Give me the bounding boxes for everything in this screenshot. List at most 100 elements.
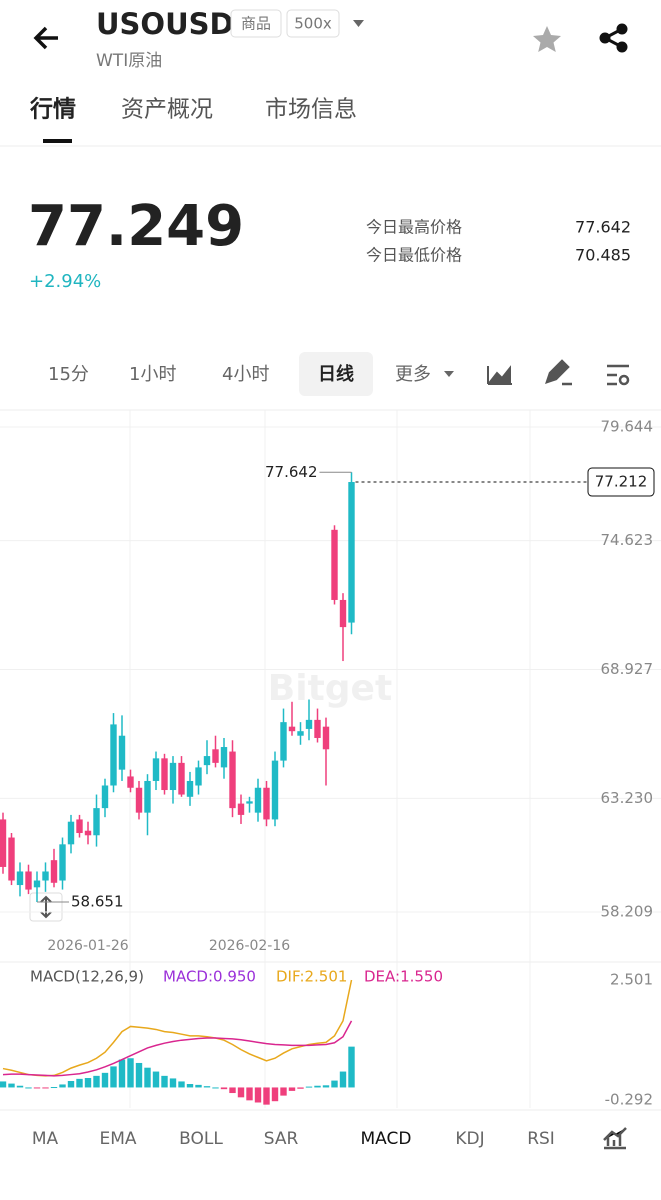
macd-line (2, 979, 353, 1077)
y-tick-label: -0.292 (605, 1091, 653, 1109)
candle-body (152, 758, 160, 781)
watermark: Bitget (268, 668, 392, 709)
candle-body (203, 756, 211, 766)
macd-bar (0, 1081, 7, 1088)
macd-bar (84, 1078, 92, 1088)
indicator-tab[interactable]: SAR (264, 1129, 299, 1149)
tab-indicator (43, 139, 72, 143)
macd-bar (348, 1046, 355, 1088)
indicator-tab[interactable]: BOLL (179, 1129, 223, 1149)
dropdown[interactable] (353, 20, 364, 27)
candle-body (331, 529, 338, 600)
candle-body (59, 844, 66, 881)
candle-body (237, 803, 245, 815)
x-tick-label: 2026-01-26 (47, 938, 128, 954)
back-button[interactable] (33, 26, 58, 50)
candle-body (305, 719, 313, 729)
macd-bar (220, 1087, 228, 1090)
candle-body (76, 819, 83, 834)
candle-body (161, 758, 168, 791)
candle-body (254, 787, 262, 813)
macd-bar (195, 1084, 202, 1088)
last-price-tag: 77.212 (595, 473, 648, 491)
y-tick-label: 74.623 (601, 531, 654, 549)
macd-bar (186, 1084, 194, 1088)
tab[interactable]: 行情 (29, 96, 76, 123)
candle-body (288, 726, 296, 732)
macd-bar (42, 1087, 49, 1089)
candle-body (271, 760, 279, 820)
macd-bar (50, 1087, 58, 1089)
symbol: USOUSD (96, 7, 234, 41)
macd-bar (110, 1066, 117, 1088)
vertical-grid (129, 410, 531, 1108)
stat-value: 77.642 (575, 218, 631, 237)
dropdown (444, 371, 454, 377)
candle-body (93, 808, 100, 836)
macd-bar (305, 1086, 313, 1088)
macd-bar (237, 1087, 245, 1098)
macd-bar (331, 1080, 338, 1088)
candle-body (263, 787, 270, 820)
y-tick-label: 63.230 (601, 789, 654, 807)
macd-bar (169, 1078, 177, 1088)
tag: 500x (294, 15, 332, 33)
candle-body (212, 749, 219, 763)
favorite[interactable] (533, 26, 561, 52)
timeframe[interactable]: 日线 (318, 363, 354, 385)
indicator-tab[interactable]: MACD (361, 1129, 412, 1149)
timeframe[interactable]: 15分 (48, 364, 89, 385)
candle-body (16, 871, 24, 886)
macd-bar (280, 1087, 287, 1096)
macd-bar (67, 1081, 75, 1088)
macd-bar (271, 1087, 279, 1102)
tab[interactable]: 市场信息 (265, 97, 357, 123)
macd-bar (25, 1087, 32, 1089)
candle-body (25, 871, 32, 890)
candle-body (339, 599, 347, 628)
indicator-title: MACD(12,26,9) (30, 968, 144, 986)
candle-body (178, 762, 185, 795)
chart-type-icon[interactable] (487, 365, 512, 385)
tab[interactable]: 资产概况 (121, 97, 213, 123)
y-tick-label: 79.644 (601, 418, 654, 436)
y-tick-label: 58.209 (601, 903, 654, 921)
indicator-tab[interactable]: EMA (99, 1129, 136, 1149)
stat-label: 今日最高价格 (366, 218, 462, 237)
candle-body (84, 830, 92, 836)
timeframe[interactable]: 1小时 (129, 364, 176, 385)
macd-line (2, 1020, 353, 1077)
candle-body (246, 801, 253, 804)
macd-bar (339, 1071, 347, 1088)
indicator-tab[interactable]: KDJ (455, 1129, 484, 1149)
settings-icon[interactable] (607, 364, 630, 386)
y-tick-label: 68.927 (601, 660, 654, 678)
stat-label: 今日最低价格 (366, 246, 462, 265)
macd-bar (297, 1087, 304, 1089)
draw-icon[interactable] (545, 359, 572, 386)
macd-bar (161, 1075, 168, 1088)
last-price: 77.249 (28, 194, 244, 259)
candle-body (42, 871, 49, 881)
indicator-tab[interactable]: RSI (527, 1129, 555, 1149)
macd-bar (127, 1058, 134, 1088)
macd-bar (76, 1078, 83, 1088)
candle-body (229, 751, 236, 809)
candle-body (110, 724, 117, 786)
timeframe[interactable]: 4小时 (222, 364, 269, 385)
macd-bar (118, 1059, 126, 1088)
price-change: +2.94% (29, 271, 101, 292)
candle-body (127, 776, 134, 788)
candle-body (195, 767, 202, 786)
macd-bar (203, 1086, 211, 1088)
legend-entry: DIF:2.501 (276, 968, 347, 986)
indicator-tab[interactable]: MA (32, 1129, 59, 1149)
share[interactable] (599, 23, 628, 53)
tag: 商品 (241, 15, 271, 33)
candle-body (8, 837, 15, 881)
macd-bar (59, 1084, 66, 1088)
indicator-settings[interactable] (603, 1127, 627, 1150)
candle-body (33, 880, 41, 888)
candle-body (186, 780, 194, 797)
timeframe-more[interactable]: 更多 (395, 364, 431, 385)
